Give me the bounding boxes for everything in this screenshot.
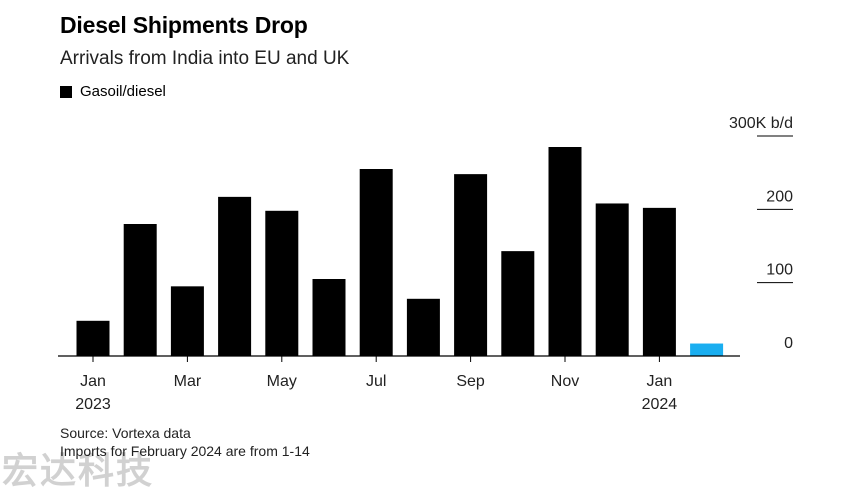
- bar: [406, 298, 440, 356]
- bar: [218, 196, 252, 356]
- source-note: Source: Vortexa data: [60, 425, 191, 441]
- bar: [548, 147, 582, 356]
- bar: [690, 343, 724, 356]
- x-tick-year-label: 2023: [75, 396, 111, 413]
- y-tick-label: 0: [784, 335, 793, 352]
- x-tick-label: May: [267, 373, 297, 390]
- bar: [501, 251, 535, 356]
- bar: [642, 207, 676, 356]
- x-tick-label: Nov: [551, 373, 579, 390]
- bar: [359, 169, 393, 356]
- x-tick-year-label: 2024: [642, 396, 678, 413]
- x-tick-label: Jan: [647, 373, 673, 390]
- x-tick-label: Jul: [366, 373, 386, 390]
- chart-title: Diesel Shipments Drop: [60, 12, 308, 38]
- legend: Gasoil/diesel: [60, 83, 166, 100]
- bar: [265, 210, 299, 356]
- x-tick-label: Jan: [80, 373, 106, 390]
- legend-label: Gasoil/diesel: [80, 83, 166, 100]
- y-tick-label: 100: [766, 262, 793, 279]
- y-tick-label: 300K b/d: [729, 115, 793, 132]
- bar: [123, 224, 157, 356]
- bar: [170, 286, 204, 356]
- x-tick-label: Mar: [174, 373, 202, 390]
- bar: [454, 174, 488, 356]
- bar-chart: 0 100 200 300K b/d Jan 2023 Mar May Jul Sep Nov Jan…: [58, 115, 793, 413]
- watermark: 宏达科技: [2, 451, 155, 492]
- data-note: Imports for February 2024 are from 1-14: [60, 443, 310, 459]
- x-tick-label: Sep: [456, 373, 485, 390]
- legend-swatch: [60, 85, 72, 98]
- chart-subtitle: Arrivals from India into EU and UK: [60, 48, 350, 69]
- y-tick-label: 200: [766, 188, 793, 205]
- bar: [76, 320, 110, 356]
- bar: [312, 279, 346, 356]
- bar: [595, 203, 629, 356]
